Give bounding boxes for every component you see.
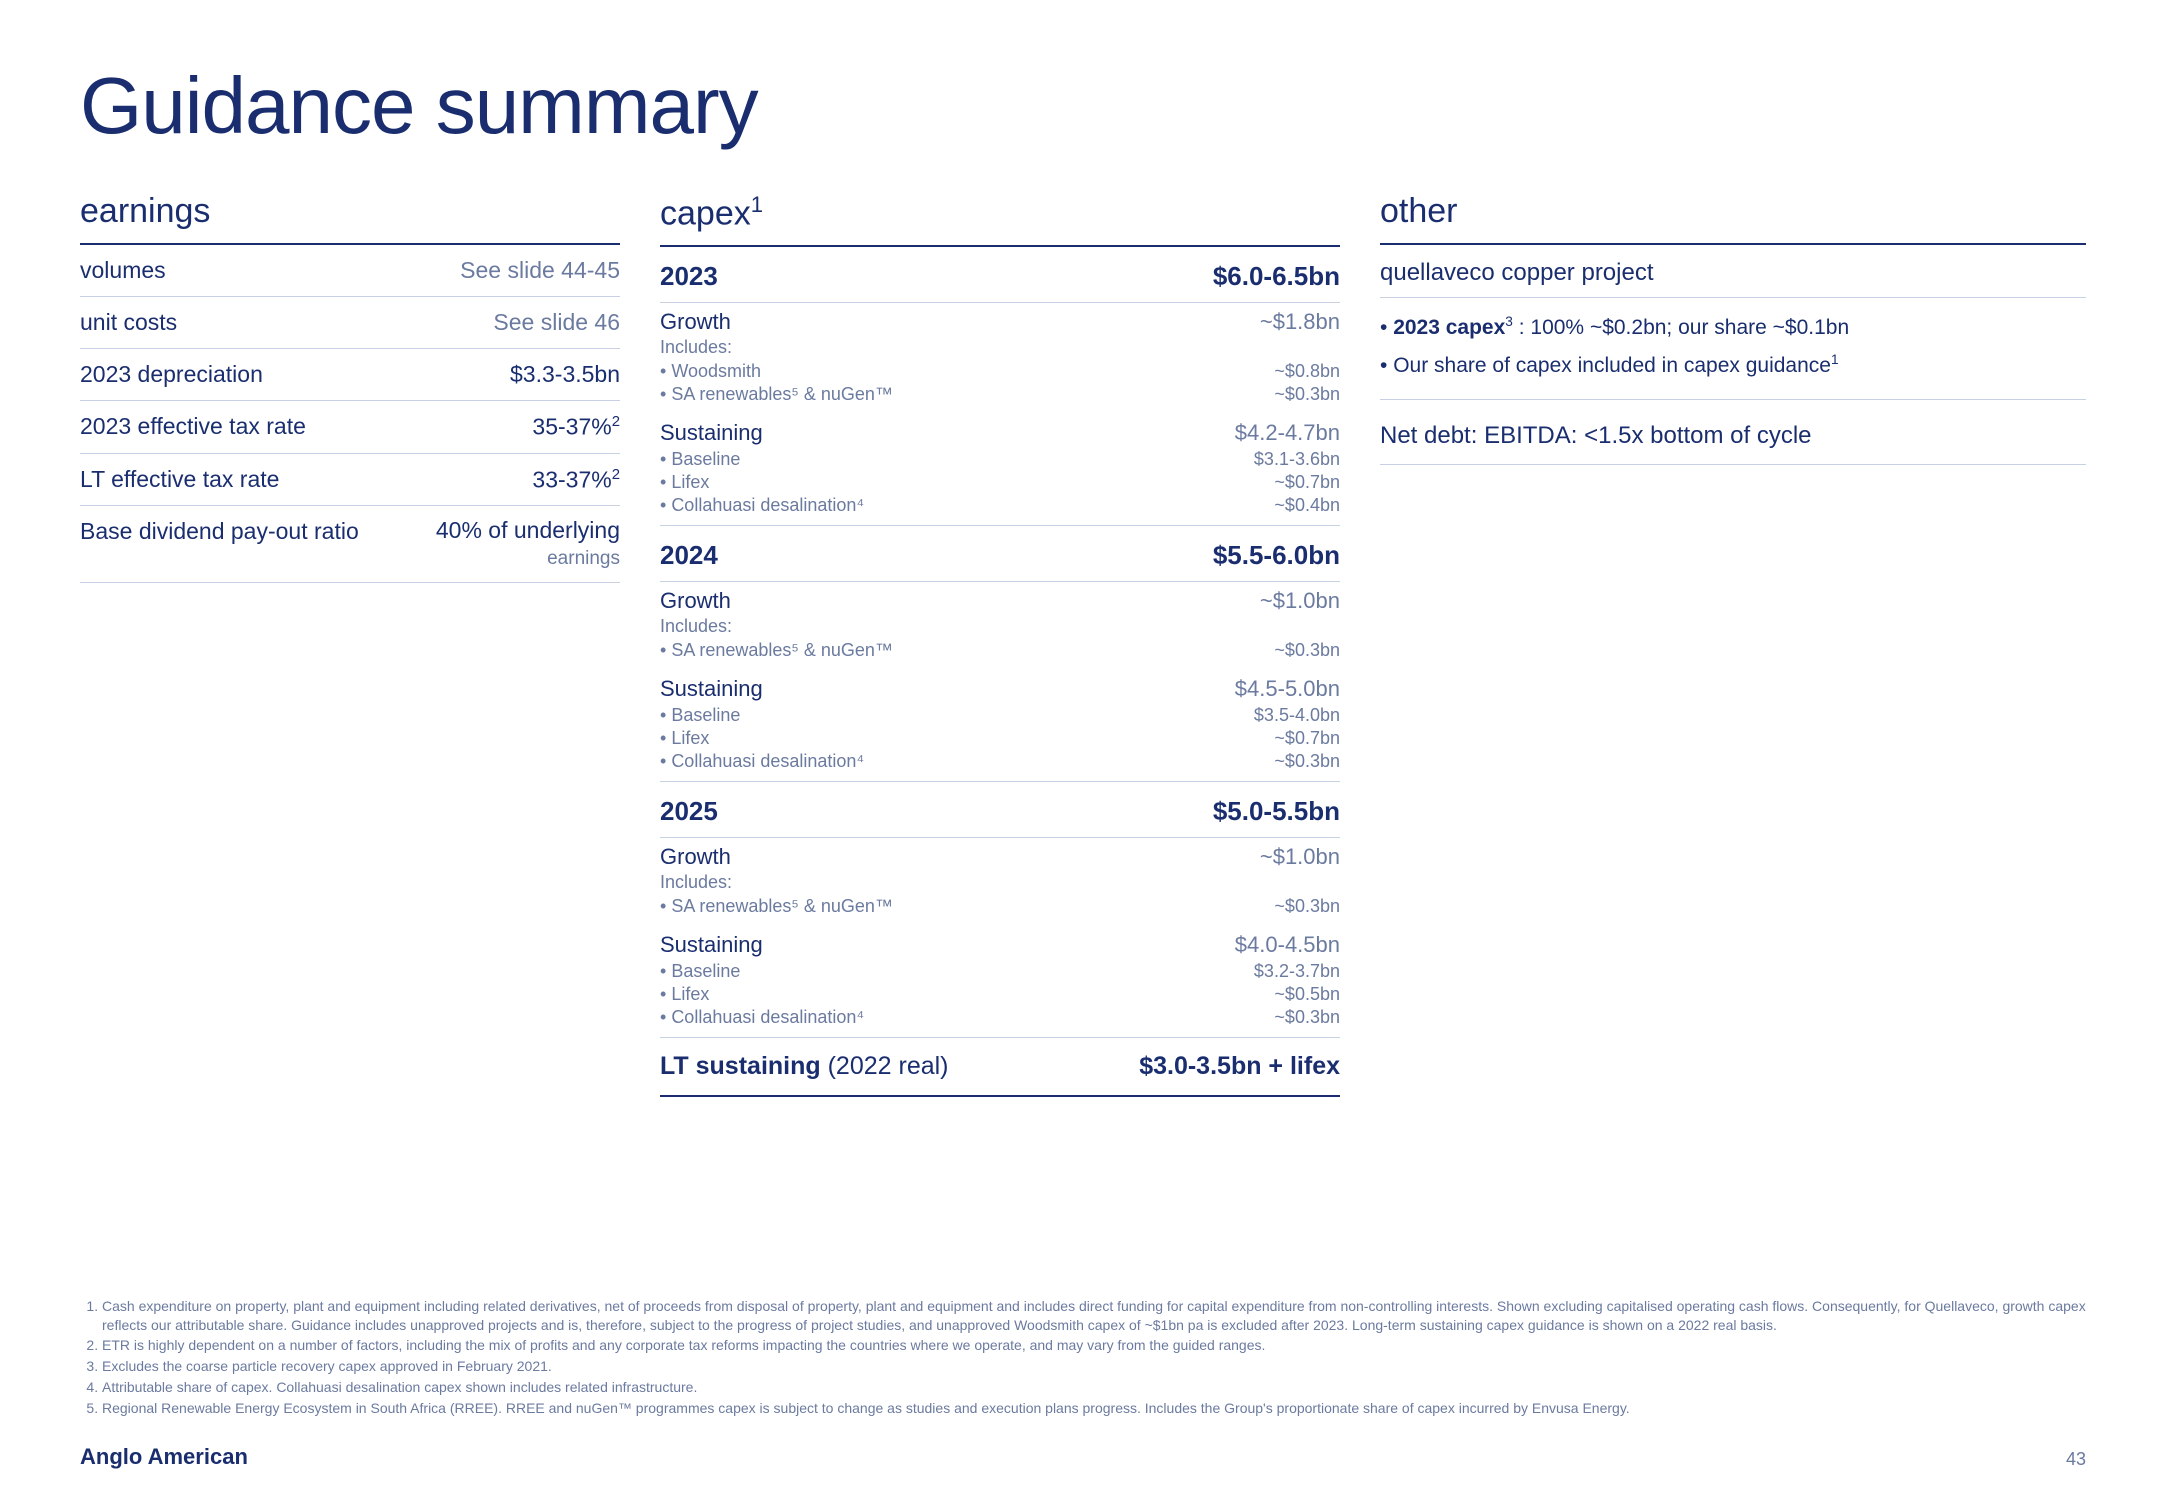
row-label: volumes — [80, 257, 166, 284]
year-total: $5.0-5.5bn — [1213, 796, 1340, 827]
sustaining-2025: Sustaining $4.0-4.5bn Baseline $3.2-3.7bn… — [660, 926, 1340, 1037]
row-label: LT effective tax rate — [80, 466, 279, 493]
footnote: Regional Renewable Energy Ecosystem in S… — [102, 1399, 2086, 1418]
bullet-label: Collahuasi desalination⁴ — [660, 751, 864, 772]
sustaining-2023: Sustaining $4.2-4.7bn Baseline $3.1-3.6bn… — [660, 414, 1340, 525]
row-label: unit costs — [80, 309, 177, 336]
row-value: See slide 44-45 — [460, 257, 620, 284]
bullet-value: ~$0.8bn — [1274, 361, 1340, 382]
year-row-2023: 2023 $6.0-6.5bn — [660, 247, 1340, 303]
lt-value: $3.0-3.5bn + lifex — [1139, 1052, 1340, 1081]
includes-label: Includes: — [660, 337, 1340, 360]
columns: earnings volumes See slide 44-45 unit co… — [80, 192, 2086, 1097]
bullet-value: ~$0.3bn — [1274, 640, 1340, 661]
sustaining-value: $4.0-4.5bn — [1235, 932, 1340, 958]
footnote: Excludes the coarse particle recovery ca… — [102, 1357, 2086, 1376]
bullet-value: $3.5-4.0bn — [1254, 705, 1340, 726]
year-label: 2025 — [660, 796, 718, 827]
bullet-value: ~$0.3bn — [1274, 1007, 1340, 1028]
bullet-label: SA renewables⁵ & nuGen™ — [660, 896, 893, 917]
other-bullet: 2023 capex3 : 100% ~$0.2bn; our share ~$… — [1380, 308, 2086, 346]
bullet-label: SA renewables⁵ & nuGen™ — [660, 640, 893, 661]
bullet-value: $3.2-3.7bn — [1254, 961, 1340, 982]
bullet-value: ~$0.7bn — [1274, 728, 1340, 749]
bullet-value: ~$0.4bn — [1274, 495, 1340, 516]
year-row-2024: 2024 $5.5-6.0bn — [660, 525, 1340, 582]
sustaining-label: Sustaining — [660, 420, 763, 446]
other-column: other quellaveco copper project 2023 cap… — [1380, 192, 2086, 1097]
other-bullets: 2023 capex3 : 100% ~$0.2bn; our share ~$… — [1380, 298, 2086, 400]
row-label: 2023 effective tax rate — [80, 413, 306, 440]
table-row: LT effective tax rate 33-37%2 — [80, 454, 620, 507]
table-row: 2023 effective tax rate 35-37%2 — [80, 401, 620, 454]
sustaining-value: $4.2-4.7bn — [1235, 420, 1340, 446]
bullet-value: ~$0.3bn — [1274, 384, 1340, 405]
bullet-label: Baseline — [660, 449, 743, 470]
bullet-label: Lifex — [660, 728, 712, 749]
bullet-label: SA renewables⁵ & nuGen™ — [660, 384, 893, 405]
bullet-value: $3.1-3.6bn — [1254, 449, 1340, 470]
other-heading: other — [1380, 192, 2086, 245]
earnings-column: earnings volumes See slide 44-45 unit co… — [80, 192, 620, 1097]
bullet-label: Lifex — [660, 472, 712, 493]
row-value: $3.3-3.5bn — [510, 361, 620, 388]
sustaining-label: Sustaining — [660, 932, 763, 958]
row-value: 35-37%2 — [532, 413, 620, 441]
page-number: 43 — [2066, 1449, 2086, 1470]
sustaining-value: $4.5-5.0bn — [1235, 676, 1340, 702]
year-row-2025: 2025 $5.0-5.5bn — [660, 781, 1340, 838]
row-value: 40% of underlying earnings — [436, 518, 620, 569]
growth-value: ~$1.0bn — [1260, 588, 1340, 614]
table-row: unit costs See slide 46 — [80, 297, 620, 349]
earnings-heading: earnings — [80, 192, 620, 245]
bullet-value: ~$0.3bn — [1274, 751, 1340, 772]
capex-column: capex1 2023 $6.0-6.5bn Growth ~$1.8bn In… — [660, 192, 1340, 1097]
growth-label: Growth — [660, 309, 731, 335]
net-debt: Net debt: EBITDA: <1.5x bottom of cycle — [1380, 400, 2086, 465]
bullet-value: ~$0.3bn — [1274, 896, 1340, 917]
row-value: See slide 46 — [493, 309, 620, 336]
bullet-label: Baseline — [660, 961, 743, 982]
bullet-label: Woodsmith — [660, 361, 764, 382]
bullet-value: ~$0.7bn — [1274, 472, 1340, 493]
bullet-label: Collahuasi desalination⁴ — [660, 1007, 864, 1028]
footnote: Attributable share of capex. Collahuasi … — [102, 1378, 2086, 1397]
row-value: 33-37%2 — [532, 466, 620, 494]
other-project: quellaveco copper project — [1380, 245, 2086, 298]
bullet-label: Baseline — [660, 705, 743, 726]
growth-2024: Growth ~$1.0bn Includes: SA renewables⁵ … — [660, 582, 1340, 670]
logo: Anglo American — [80, 1444, 248, 1470]
year-label: 2024 — [660, 540, 718, 571]
lt-label: LT sustaining (2022 real) — [660, 1052, 949, 1081]
bullet-label: Lifex — [660, 984, 712, 1005]
growth-value: ~$1.8bn — [1260, 309, 1340, 335]
bullet-label: Collahuasi desalination⁴ — [660, 495, 864, 516]
page-title: Guidance summary — [80, 60, 2086, 152]
row-label: Base dividend pay-out ratio — [80, 518, 359, 545]
capex-heading: capex1 — [660, 192, 1340, 247]
growth-2023: Growth ~$1.8bn Includes: Woodsmith ~$0.8b… — [660, 303, 1340, 414]
other-bullet: Our share of capex included in capex gui… — [1380, 346, 2086, 384]
bullet-value: ~$0.5bn — [1274, 984, 1340, 1005]
lt-sustaining-row: LT sustaining (2022 real) $3.0-3.5bn + l… — [660, 1037, 1340, 1097]
year-total: $6.0-6.5bn — [1213, 261, 1340, 292]
year-label: 2023 — [660, 261, 718, 292]
growth-2025: Growth ~$1.0bn Includes: SA renewables⁵ … — [660, 838, 1340, 926]
growth-value: ~$1.0bn — [1260, 844, 1340, 870]
table-row: volumes See slide 44-45 — [80, 245, 620, 297]
year-total: $5.5-6.0bn — [1213, 540, 1340, 571]
footnote: Cash expenditure on property, plant and … — [102, 1297, 2086, 1335]
includes-label: Includes: — [660, 616, 1340, 639]
growth-label: Growth — [660, 844, 731, 870]
table-row: 2023 depreciation $3.3-3.5bn — [80, 349, 620, 401]
footnotes: Cash expenditure on property, plant and … — [80, 1297, 2086, 1420]
sustaining-2024: Sustaining $4.5-5.0bn Baseline $3.5-4.0bn… — [660, 670, 1340, 781]
row-label: 2023 depreciation — [80, 361, 263, 388]
sustaining-label: Sustaining — [660, 676, 763, 702]
growth-label: Growth — [660, 588, 731, 614]
includes-label: Includes: — [660, 872, 1340, 895]
dividend-row: Base dividend pay-out ratio 40% of under… — [80, 506, 620, 582]
footnote: ETR is highly dependent on a number of f… — [102, 1336, 2086, 1355]
